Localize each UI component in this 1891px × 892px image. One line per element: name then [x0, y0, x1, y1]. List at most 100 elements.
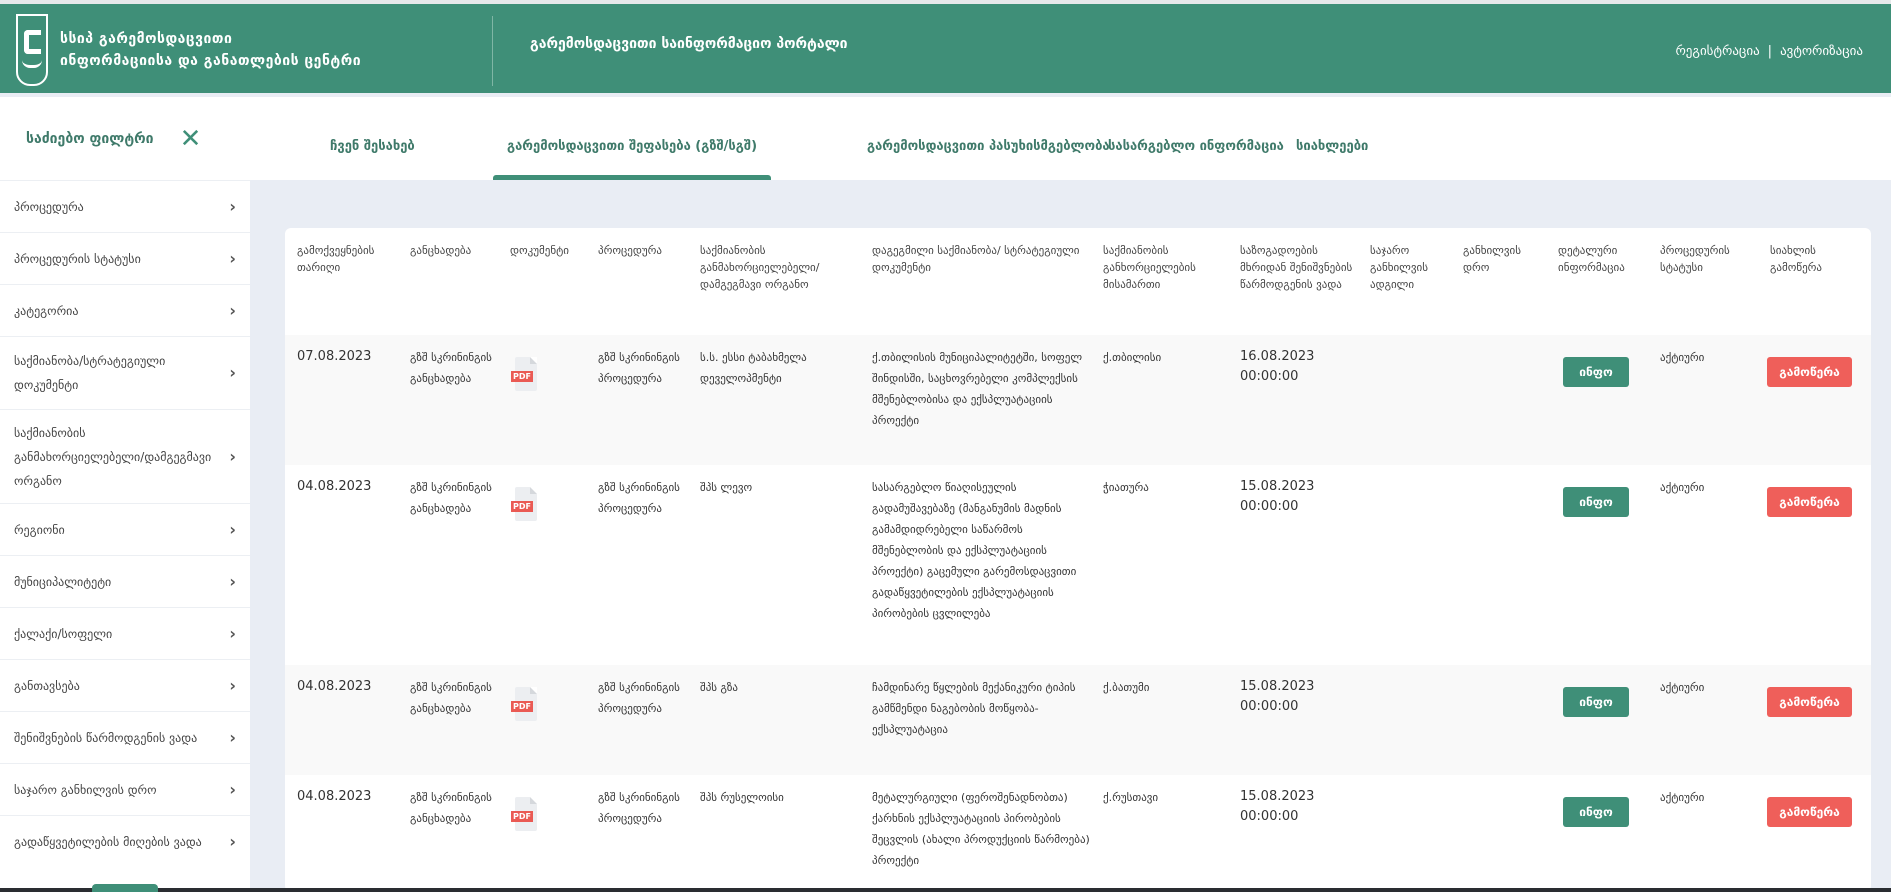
- column-header: საზოგადოების მხრიდან შენიშვნების წარმოდგ…: [1240, 244, 1353, 291]
- pdf-document-icon[interactable]: PDF: [511, 797, 537, 831]
- cell-date: 07.08.2023: [297, 349, 372, 364]
- filter-item[interactable]: საჯარო განხილვის დრო ›: [0, 763, 250, 815]
- column-header: საჯარო განხილვის ადგილი: [1370, 244, 1428, 291]
- filter-item[interactable]: საქმიანობა/სტრატეგიული დოკუმენტი ›: [0, 336, 250, 409]
- header-divider: [492, 16, 493, 86]
- filter-item[interactable]: განთავსება ›: [0, 659, 250, 711]
- chevron-right-icon: ›: [229, 675, 236, 695]
- register-link[interactable]: რეგისტრაცია: [1675, 44, 1760, 59]
- login-link[interactable]: ავტორიზაცია: [1780, 44, 1863, 59]
- column-header: დოკუმენტი: [510, 244, 569, 257]
- column-header: საქმიანობის განმახორციელებელი/ დამგეგმავ…: [700, 244, 820, 291]
- close-icon[interactable]: ✕: [179, 123, 202, 154]
- info-button[interactable]: ინფო: [1563, 687, 1629, 717]
- filter-item-label: შენიშვნების წარმოდგენის ვადა: [14, 730, 198, 745]
- deadline-date: 15.08.2023: [1240, 479, 1315, 494]
- cell-deadline: 15.08.2023 00:00:00: [1240, 477, 1314, 517]
- tab[interactable]: სასარგებლო ინფორმაცია: [1108, 139, 1284, 154]
- chevron-right-icon: ›: [229, 727, 236, 747]
- cell-status: აქტიური: [1660, 681, 1705, 694]
- cell-status: აქტიური: [1660, 481, 1705, 494]
- filter-item[interactable]: საქმიანობის განმახორციელებელი/დამგეგმავი…: [0, 409, 250, 503]
- pdf-document-icon[interactable]: PDF: [511, 487, 537, 521]
- cell-application: გზშ სკრინინგის განცხადება: [410, 481, 492, 515]
- subscribe-button[interactable]: გამოწერა: [1767, 797, 1852, 827]
- deadline-time: 00:00:00: [1240, 699, 1299, 714]
- cell-organ: შპს რუსელოისი: [700, 791, 784, 804]
- cell-status: აქტიური: [1660, 791, 1705, 804]
- filter-item[interactable]: პროცედურა ›: [0, 180, 250, 232]
- deadline-time: 00:00:00: [1240, 809, 1299, 824]
- filter-item[interactable]: გადაწყვეტილების მიღების ვადა ›: [0, 815, 250, 867]
- info-button[interactable]: ინფო: [1563, 357, 1629, 387]
- subscribe-button[interactable]: გამოწერა: [1767, 487, 1852, 517]
- chevron-right-icon: ›: [229, 363, 236, 382]
- cell-address: ქ.ბათუმი: [1103, 681, 1150, 694]
- taskbar: [0, 888, 1891, 892]
- cell-deadline: 16.08.2023 00:00:00: [1240, 347, 1314, 387]
- filter-item[interactable]: რეგიონი ›: [0, 503, 250, 555]
- table-row: 07.08.2023 გზშ სკრინინგის განცხადება გზშ ს…: [285, 335, 1871, 465]
- cell-activity: სასარგებლო წიაღისეულის გადამუშავებაზე (მ…: [872, 481, 1077, 620]
- column-header: საქმიანობის განხორციელების მისამართი: [1103, 244, 1196, 291]
- auth-links: რეგისტრაცია | ავტორიზაცია: [1675, 44, 1863, 59]
- filter-item[interactable]: პროცედურის სტატუსი ›: [0, 232, 250, 284]
- chevron-right-icon: ›: [229, 623, 236, 643]
- main-nav: ჩვენ შესახებ გარემოსდაცვითი შეფასება (გზშ…: [250, 97, 1891, 180]
- table-row: 04.08.2023 გზშ სკრინინგის განცხადება გზშ ს…: [285, 775, 1871, 892]
- scroll-button[interactable]: [92, 884, 158, 892]
- cell-application: გზშ სკრინინგის განცხადება: [410, 681, 492, 715]
- filter-item-label: გადაწყვეტილების მიღების ვადა: [14, 834, 202, 849]
- tab[interactable]: სიახლეები: [1296, 139, 1369, 154]
- filter-item[interactable]: კატეგორია ›: [0, 284, 250, 336]
- chevron-right-icon: ›: [229, 446, 236, 466]
- org-name-line1: სსიპ გარემოსდაცვითი: [60, 31, 233, 47]
- chevron-right-icon: ›: [229, 519, 236, 539]
- column-header: გამოქვეყნების თარიღი: [297, 244, 375, 274]
- column-header: დაგეგმილი საქმიანობა/ სტრატეგიული დოკუმე…: [872, 244, 1080, 274]
- pdf-document-icon[interactable]: PDF: [511, 687, 537, 721]
- cell-date: 04.08.2023: [297, 679, 372, 694]
- filter-item[interactable]: ქალაქი/სოფელი ›: [0, 607, 250, 659]
- cell-deadline: 15.08.2023 00:00:00: [1240, 787, 1314, 827]
- filter-item-label: კატეგორია: [14, 303, 79, 318]
- column-header: პროცედურა: [598, 244, 662, 257]
- portal-title: გარემოსდაცვითი საინფორმაციო პორტალი: [530, 36, 848, 52]
- chevron-right-icon: ›: [229, 248, 236, 268]
- filter-item-label: საქმიანობის განმახორციელებელი/დამგეგმავი…: [14, 425, 212, 488]
- logo-icon[interactable]: [16, 14, 48, 86]
- pdf-document-icon[interactable]: PDF: [511, 357, 537, 391]
- cell-activity: ქ.თბილისის მუნიციპალიტეტში, სოფელ შინდის…: [872, 351, 1083, 427]
- auth-separator: |: [1767, 44, 1773, 59]
- info-button[interactable]: ინფო: [1563, 797, 1629, 827]
- cell-status: აქტიური: [1660, 351, 1705, 364]
- filter-item[interactable]: მუნიციპალიტეტი ›: [0, 555, 250, 607]
- filter-item[interactable]: შენიშვნების წარმოდგენის ვადა ›: [0, 711, 250, 763]
- cell-organ: ს.ს. ესსი ტაბახმელა დეველოპმენტი: [700, 351, 807, 385]
- cell-application: გზშ სკრინინგის განცხადება: [410, 351, 492, 385]
- cell-date: 04.08.2023: [297, 789, 372, 804]
- subscribe-button[interactable]: გამოწერა: [1767, 357, 1852, 387]
- column-header: დეტალური ინფორმაცია: [1558, 244, 1625, 274]
- org-name-line2: ინფორმაციისა და განათლების ცენტრი: [60, 53, 362, 69]
- cell-procedure: გზშ სკრინინგის პროცედურა: [598, 481, 680, 515]
- chevron-right-icon: ›: [229, 196, 236, 216]
- info-button[interactable]: ინფო: [1563, 487, 1629, 517]
- tab[interactable]: გარემოსდაცვითი პასუხისმგებლობა: [867, 139, 1110, 154]
- top-strip: [0, 0, 1891, 4]
- pdf-label: PDF: [511, 701, 533, 712]
- tab[interactable]: გარემოსდაცვითი შეფასება (გზშ/სგშ): [492, 139, 772, 180]
- deadline-time: 00:00:00: [1240, 369, 1299, 384]
- cell-activity: ჩამდინარე წყლების მექანიკური ტიპის გამწმ…: [872, 681, 1076, 736]
- org-name: სსიპ გარემოსდაცვითი ინფორმაციისა და განა…: [60, 28, 361, 72]
- deadline-date: 16.08.2023: [1240, 349, 1315, 364]
- table-row: 04.08.2023 გზშ სკრინინგის განცხადება გზშ ს…: [285, 465, 1871, 665]
- cell-address: ქ.რუსთავი: [1103, 791, 1159, 804]
- subscribe-button[interactable]: გამოწერა: [1767, 687, 1852, 717]
- tab[interactable]: ჩვენ შესახებ: [330, 139, 415, 154]
- table-row: 04.08.2023 გზშ სკრინინგის განცხადება გზშ ს…: [285, 665, 1871, 775]
- filter-item-label: რეგიონი: [14, 522, 65, 537]
- filter-item-label: მუნიციპალიტეტი: [14, 574, 112, 589]
- deadline-date: 15.08.2023: [1240, 789, 1315, 804]
- cell-procedure: გზშ სკრინინგის პროცედურა: [598, 351, 680, 385]
